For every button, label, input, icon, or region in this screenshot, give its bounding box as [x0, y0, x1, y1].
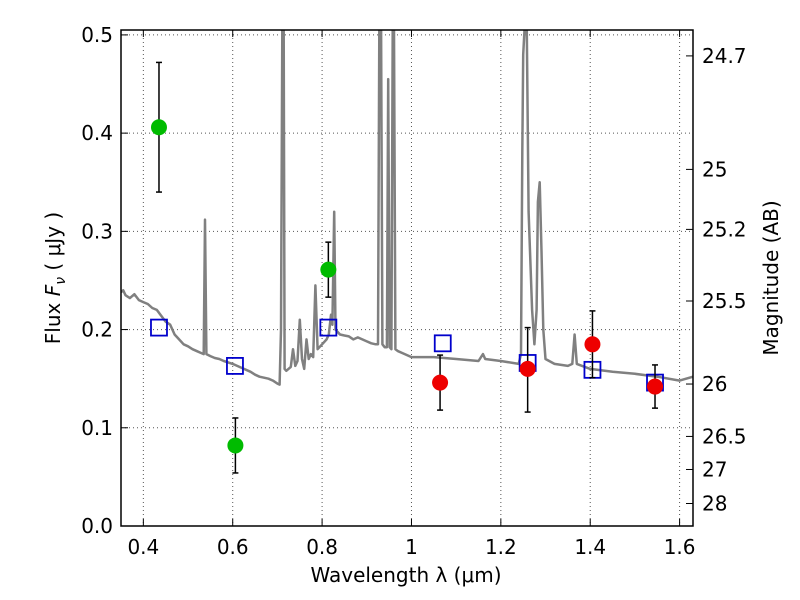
model-square-marker	[433, 334, 452, 353]
y2-tick-label: 25.5	[702, 289, 747, 313]
y2-axis-title: Magnitude (AB)	[759, 200, 783, 355]
x-tick-label: 0.8	[306, 535, 338, 559]
axis-ticks: 0.4 0.6 0.8 1 1.2 1.4 1.6 0.0 0.1 0.2 0.3 0.4 0.5 24.…	[81, 23, 746, 559]
photometry-point	[432, 374, 449, 391]
x-tick-label: 1	[405, 535, 418, 559]
photometry-point	[227, 437, 244, 454]
y2-tick-label: 28	[702, 491, 727, 515]
photometry-point	[647, 378, 664, 395]
y-axis-title-prefix: Flux	[41, 296, 65, 344]
x-tick-label: 1.4	[574, 535, 606, 559]
photometry-point	[320, 261, 337, 278]
photometry-point	[150, 119, 167, 136]
x-axis-title: Wavelength λ (μm)	[310, 563, 501, 587]
y2-tick-label: 27	[702, 457, 727, 481]
y2-tick-label: 26.5	[702, 424, 747, 448]
y-tick-label: 0.1	[81, 416, 113, 440]
x-tick-label: 1.6	[664, 535, 696, 559]
plot-area	[121, 30, 693, 526]
y2-tick-label: 26	[702, 372, 727, 396]
y-tick-label: 0.5	[81, 23, 113, 47]
model-square-marker	[319, 318, 338, 337]
y2-tick-label: 25.2	[702, 217, 747, 241]
model-square-marker	[226, 357, 244, 375]
y2-tick-label: 24.7	[702, 44, 747, 68]
model-square-marker	[150, 318, 168, 337]
y-axis-title-symbol: F	[41, 284, 65, 296]
photometry-point	[584, 336, 601, 353]
plot-marks	[121, 30, 693, 474]
y-tick-label: 0.3	[81, 219, 113, 243]
y-tick-label: 0.4	[81, 121, 113, 145]
x-tick-label: 1.2	[485, 535, 517, 559]
y-tick-label: 0.0	[81, 514, 113, 538]
y-axis-title-suffix: ( μJy )	[41, 212, 65, 277]
plot-frame	[120, 29, 694, 527]
y-axis-title: Flux Fν ( μJy )	[41, 212, 69, 344]
y-axis-title-subscript: ν	[53, 277, 69, 285]
photometry-point	[519, 360, 536, 377]
grid-lines	[121, 30, 693, 526]
x-tick-label: 0.6	[217, 535, 249, 559]
x-tick-label: 0.4	[127, 535, 159, 559]
y-tick-label: 0.2	[81, 318, 113, 342]
y2-tick-label: 25	[702, 157, 727, 181]
